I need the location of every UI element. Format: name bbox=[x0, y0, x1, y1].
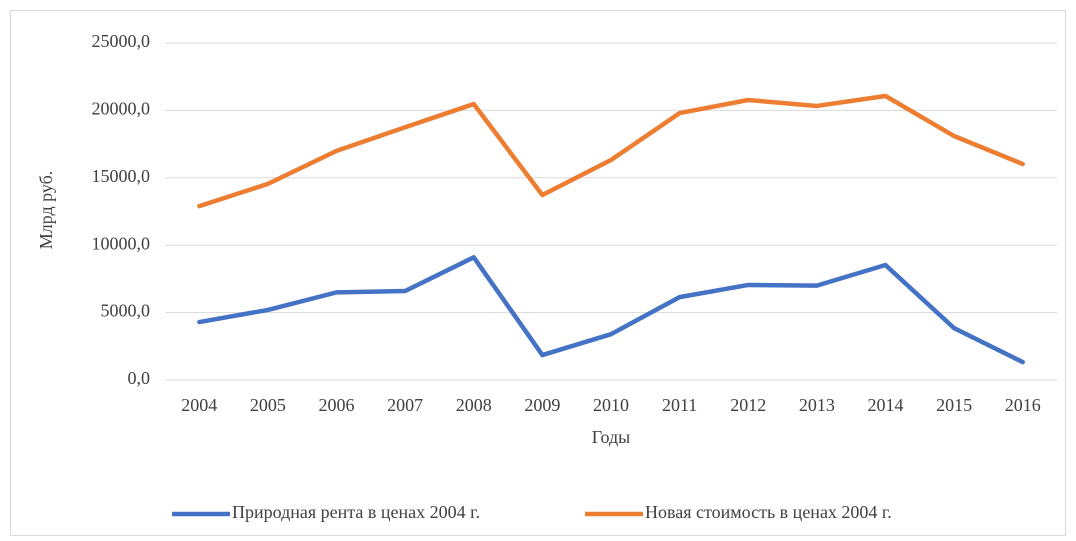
x-tick-label: 2015 bbox=[936, 395, 972, 415]
x-tick-label: 2004 bbox=[181, 395, 217, 415]
y-axis-label: Млрд руб. bbox=[36, 171, 56, 250]
x-tick-label: 2011 bbox=[662, 395, 697, 415]
y-tick-label: 0,0 bbox=[128, 368, 151, 388]
y-tick-label: 15000,0 bbox=[92, 166, 151, 186]
data-line bbox=[197, 255, 1025, 365]
y-tick-label: 25000,0 bbox=[92, 31, 151, 51]
x-tick-label: 2013 bbox=[799, 395, 835, 415]
x-tick-label: 2006 bbox=[319, 395, 355, 415]
x-tick-label: 2009 bbox=[524, 395, 560, 415]
x-tick-label: 2012 bbox=[730, 395, 766, 415]
x-tick-label: 2016 bbox=[1005, 395, 1041, 415]
x-tick-label: 2005 bbox=[250, 395, 286, 415]
legend-label: Природная рента в ценах 2004 г. bbox=[232, 502, 480, 522]
y-tick-label: 5000,0 bbox=[101, 301, 151, 321]
legend-label: Новая стоимость в ценах 2004 г. bbox=[645, 502, 892, 522]
y-tick-label: 20000,0 bbox=[92, 99, 151, 119]
x-axis-label: Годы bbox=[592, 427, 631, 447]
chart-frame bbox=[10, 10, 1066, 536]
x-tick-label: 2014 bbox=[867, 395, 903, 415]
data-line bbox=[197, 93, 1025, 209]
y-tick-label: 10000,0 bbox=[92, 233, 151, 253]
x-tick-label: 2008 bbox=[456, 395, 492, 415]
x-tick-label: 2010 bbox=[593, 395, 629, 415]
x-tick-label: 2007 bbox=[387, 395, 423, 415]
